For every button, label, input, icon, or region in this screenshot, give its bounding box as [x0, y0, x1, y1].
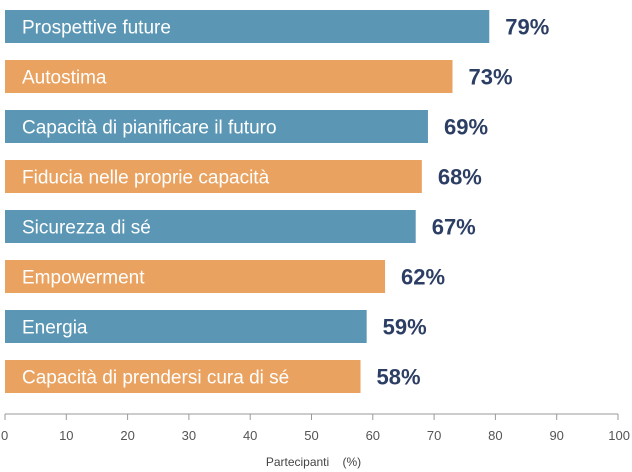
x-tick-label: 50	[304, 428, 318, 443]
bars-group: Prospettive future 79% Autostima 73% Capacit…	[5, 10, 549, 393]
x-tick-label: 60	[366, 428, 380, 443]
bar-0	[5, 10, 490, 43]
bar-category-label: Fiducia nelle proprie capacità	[22, 168, 270, 189]
x-tick-label: 0	[1, 428, 8, 443]
x-tick-label: 10	[59, 428, 73, 443]
bar-category-label: Energia	[22, 318, 88, 339]
bar-value-label: 58%	[377, 365, 421, 390]
bar-value-label: 69%	[444, 115, 488, 140]
bar-value-label: 79%	[505, 15, 549, 40]
bar-value-label: 68%	[438, 165, 482, 190]
x-tick-label: 100	[608, 428, 630, 443]
bar-category-label: Empowerment	[22, 268, 145, 289]
bar-4	[5, 210, 416, 243]
bar-6	[5, 310, 367, 343]
bar-value-label: 62%	[401, 265, 445, 290]
x-axis: 0 10 20 30 40 50 60 70 80 90 100	[1, 413, 630, 443]
bar-3	[5, 160, 422, 193]
bar-2	[5, 110, 428, 143]
x-tick-label: 20	[120, 428, 134, 443]
bar-category-label: Capacità di pianificare il futuro	[22, 118, 277, 139]
x-tick-label: 30	[182, 428, 196, 443]
bar-category-label: Autostima	[22, 68, 107, 89]
bar-value-label: 67%	[432, 215, 476, 240]
bar-value-label: 59%	[383, 315, 427, 340]
bar-1	[5, 60, 453, 93]
x-tick-label: 80	[488, 428, 502, 443]
x-axis-title: Partecipanti (%)	[266, 455, 361, 469]
bar-value-label: 73%	[468, 65, 512, 90]
bar-5	[5, 260, 386, 293]
x-tick-label: 90	[549, 428, 563, 443]
bar-category-label: Sicurezza di sé	[22, 218, 151, 239]
bar-category-label: Capacità di prendersi cura di sé	[22, 368, 289, 389]
bar-category-label: Prospettive future	[22, 18, 171, 39]
x-tick-label: 40	[243, 428, 257, 443]
x-tick-label: 70	[427, 428, 441, 443]
bar-7	[5, 360, 361, 393]
